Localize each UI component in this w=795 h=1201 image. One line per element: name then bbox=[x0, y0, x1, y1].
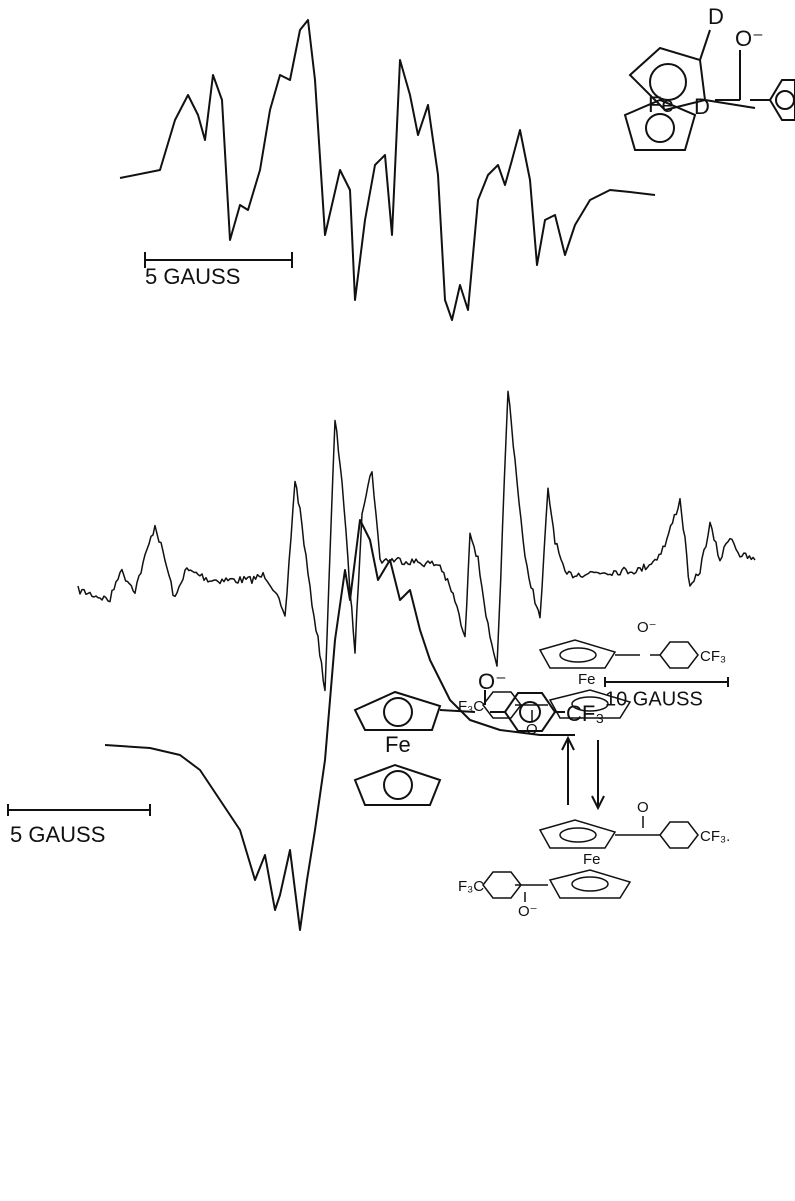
arrows bbox=[562, 738, 604, 808]
scale-label: 5 GAUSS bbox=[10, 822, 105, 847]
atom-label: O⁻ bbox=[518, 903, 538, 920]
atom-label: Fe bbox=[385, 732, 411, 757]
atom-label: O⁻ bbox=[735, 26, 764, 51]
atom-label: D bbox=[708, 4, 724, 29]
figure: 5 GAUSS D O⁻ Fe D 10 GAUSS O⁻ Fe CF₃ 5 G… bbox=[0, 0, 795, 1201]
scale-bar bbox=[8, 804, 150, 816]
atom-label: O⁻ bbox=[478, 669, 507, 694]
atom-label: F₃C bbox=[458, 698, 484, 715]
atom-label: D bbox=[694, 94, 710, 119]
structure bbox=[625, 30, 795, 150]
scale-label: 5 GAUSS bbox=[145, 264, 240, 289]
atom-label: CF₃ bbox=[700, 648, 726, 665]
spectrum bbox=[105, 520, 575, 930]
atom-label: O⁻ bbox=[637, 619, 657, 636]
atom-label: O bbox=[526, 721, 538, 738]
atom-label: Fe bbox=[648, 92, 674, 117]
spectrum bbox=[78, 391, 755, 690]
atom-label: F₃C bbox=[458, 878, 484, 895]
atom-label: CF₃. bbox=[700, 828, 730, 845]
atom-label: O bbox=[637, 799, 649, 816]
scale-bar bbox=[605, 677, 728, 687]
atom-label: Fe bbox=[578, 671, 596, 688]
atom-label: Fe bbox=[583, 851, 601, 868]
